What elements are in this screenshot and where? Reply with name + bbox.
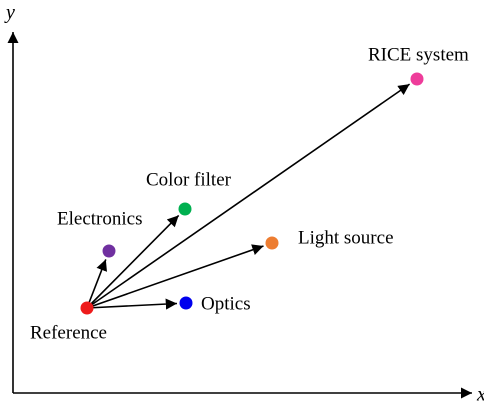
axes: y x — [4, 2, 484, 403]
node-label: Electronics — [57, 208, 142, 229]
node-label: RICE system — [368, 44, 469, 65]
node-label: Color filter — [146, 169, 232, 190]
arrow — [86, 259, 107, 309]
arrow — [86, 83, 411, 309]
nodes: Reference Electronics Color filter Light… — [30, 44, 469, 343]
node-dot — [178, 202, 192, 216]
node-dot — [102, 244, 116, 258]
arrows — [86, 83, 411, 310]
node-dot — [410, 72, 424, 86]
node-dot — [179, 296, 193, 310]
y-axis-label: y — [4, 2, 15, 24]
node-label: Reference — [30, 322, 107, 343]
node-label: Optics — [201, 293, 251, 314]
arrow — [86, 214, 180, 309]
node-label: Light source — [298, 227, 394, 248]
arrow — [86, 244, 264, 309]
node-dot — [265, 236, 279, 250]
arrow — [86, 298, 178, 310]
node-dot — [80, 301, 94, 315]
x-axis-label: x — [476, 384, 484, 403]
